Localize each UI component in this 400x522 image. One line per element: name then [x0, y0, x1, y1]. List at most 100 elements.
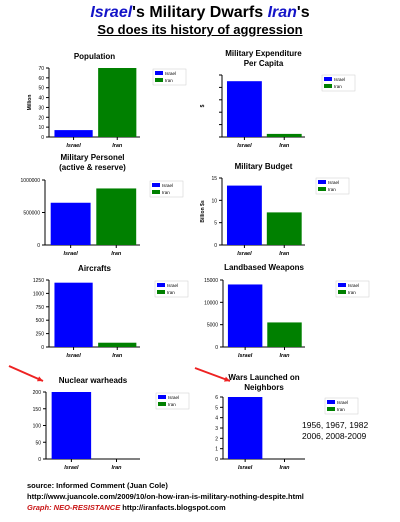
- legend-swatch-iran: [157, 290, 165, 294]
- legend-label: Iran: [165, 78, 173, 83]
- legend-label: Iran: [167, 290, 175, 295]
- legend-label: Israel: [328, 180, 339, 185]
- page-subtitle: So does its history of aggression: [97, 22, 303, 37]
- x-tick-label: Iran: [279, 465, 290, 471]
- legend-label: Iran: [162, 190, 170, 195]
- chart-title: Per Capita: [244, 59, 284, 68]
- y-tick-label: 5: [215, 405, 218, 411]
- chart-title: Nuclear warheads: [59, 376, 128, 385]
- legend-swatch-israel: [152, 183, 160, 187]
- bar-israel: [50, 202, 91, 245]
- y-tick-label: 5000: [207, 323, 218, 329]
- chart-title: Landbased Weapons: [224, 263, 304, 272]
- footer-graph-label: Graph: NEO-RESISTANCE: [27, 503, 121, 512]
- title-line: Israel's Military Dwarfs Iran's: [0, 4, 400, 22]
- chart-8: [220, 396, 359, 462]
- legend-swatch-iran: [152, 190, 160, 194]
- y-tick-label: 50: [35, 440, 41, 446]
- footer-url[interactable]: http://www.juancole.com/2009/10/on-how-i…: [27, 492, 304, 501]
- legend-swatch-israel: [155, 71, 163, 75]
- bar-israel: [227, 397, 263, 459]
- chart-2: [219, 74, 356, 140]
- y-tick-label: 15: [211, 176, 217, 182]
- bar-israel: [54, 282, 93, 347]
- x-tick-label: Iran: [279, 353, 290, 359]
- legend-swatch-israel: [158, 395, 166, 399]
- y-tick-label: 500000: [23, 211, 40, 217]
- page-title: Israel's Military Dwarfs Iran's So does …: [0, 4, 400, 37]
- y-tick-label: 150: [33, 407, 42, 413]
- legend-label: Iran: [334, 84, 342, 89]
- legend-swatch-iran: [338, 290, 346, 294]
- x-tick-label: Iran: [279, 143, 290, 149]
- chart-title: Neighbors: [244, 383, 284, 392]
- legend-label: Iran: [348, 290, 356, 295]
- y-tick-label: 5: [214, 221, 217, 227]
- bar-iran: [267, 322, 302, 347]
- y-tick-label: 50: [38, 86, 44, 92]
- y-tick-label: 3: [215, 426, 218, 432]
- chart-5: [46, 279, 189, 350]
- chart-title: (active & reserve): [59, 163, 126, 172]
- legend-label: Israel: [167, 283, 178, 288]
- y-tick-label: 6: [215, 395, 218, 401]
- title-suffix: 's: [296, 4, 310, 21]
- footer-graph-url[interactable]: http://iranfacts.blogspot.com: [122, 503, 226, 512]
- title-middle: 's Military Dwarfs: [132, 4, 268, 21]
- wars-years-note: 1956, 1967, 1982 2006, 2008-2009: [302, 420, 368, 442]
- legend-swatch-iran: [324, 84, 332, 88]
- y-axis-label: Million: [27, 95, 33, 111]
- legend-swatch-iran: [155, 78, 163, 82]
- y-axis-label: Billion $s: [200, 200, 206, 222]
- y-tick-label: 0: [37, 243, 40, 249]
- legend-swatch-israel: [338, 283, 346, 287]
- legend-label: Israel: [162, 183, 173, 188]
- arrow-nuclear: [8, 365, 44, 382]
- chart-7: [43, 391, 190, 462]
- x-tick-label: Israel: [64, 465, 79, 471]
- x-tick-label: Iran: [112, 353, 123, 359]
- y-tick-label: 750: [36, 305, 45, 311]
- legend-label: Israel: [334, 77, 345, 82]
- y-tick-label: 10: [211, 198, 217, 204]
- chart-title: Military Expenditure: [225, 49, 302, 58]
- legend-swatch-israel: [324, 77, 332, 81]
- bar-israel: [227, 284, 263, 347]
- y-tick-label: 0: [41, 135, 44, 141]
- x-tick-label: Israel: [237, 143, 252, 149]
- y-tick-label: 1: [215, 447, 218, 453]
- arrow-nuclear-head: [37, 376, 43, 382]
- x-tick-label: Israel: [63, 251, 78, 257]
- title-iran: Iran: [267, 4, 297, 21]
- y-tick-label: 15000: [204, 278, 218, 284]
- bar-iran: [266, 133, 302, 137]
- bar-israel: [54, 130, 93, 137]
- bar-iran: [98, 342, 137, 347]
- legend-swatch-iran: [327, 407, 335, 411]
- chart-title: Aircrafts: [78, 264, 111, 273]
- bar-iran: [98, 68, 137, 137]
- legend-label: Iran: [168, 402, 176, 407]
- legend-swatch-iran: [158, 402, 166, 406]
- y-tick-label: 500: [36, 318, 45, 324]
- chart-4: [219, 177, 350, 248]
- x-tick-label: Israel: [237, 251, 252, 257]
- y-tick-label: 0: [215, 457, 218, 463]
- bar-israel: [51, 392, 92, 459]
- x-tick-label: Iran: [111, 465, 122, 471]
- x-tick-label: Iran: [111, 251, 122, 257]
- chart-title: Wars Launched on: [228, 373, 299, 382]
- chart-3: [42, 179, 184, 248]
- footer-graph-credit: Graph: NEO-RESISTANCE http://iranfacts.b…: [27, 503, 226, 513]
- y-tick-label: 0: [215, 345, 218, 351]
- y-tick-label: 2: [215, 436, 218, 442]
- y-tick-label: 60: [38, 76, 44, 82]
- y-tick-label: 10000: [204, 300, 218, 306]
- y-tick-label: 4: [215, 416, 218, 422]
- y-tick-label: 20: [38, 115, 44, 121]
- chart-6: [220, 279, 370, 350]
- chart-title: Military Personel: [60, 153, 124, 162]
- legend-swatch-israel: [327, 400, 335, 404]
- y-tick-label: 30: [38, 105, 44, 111]
